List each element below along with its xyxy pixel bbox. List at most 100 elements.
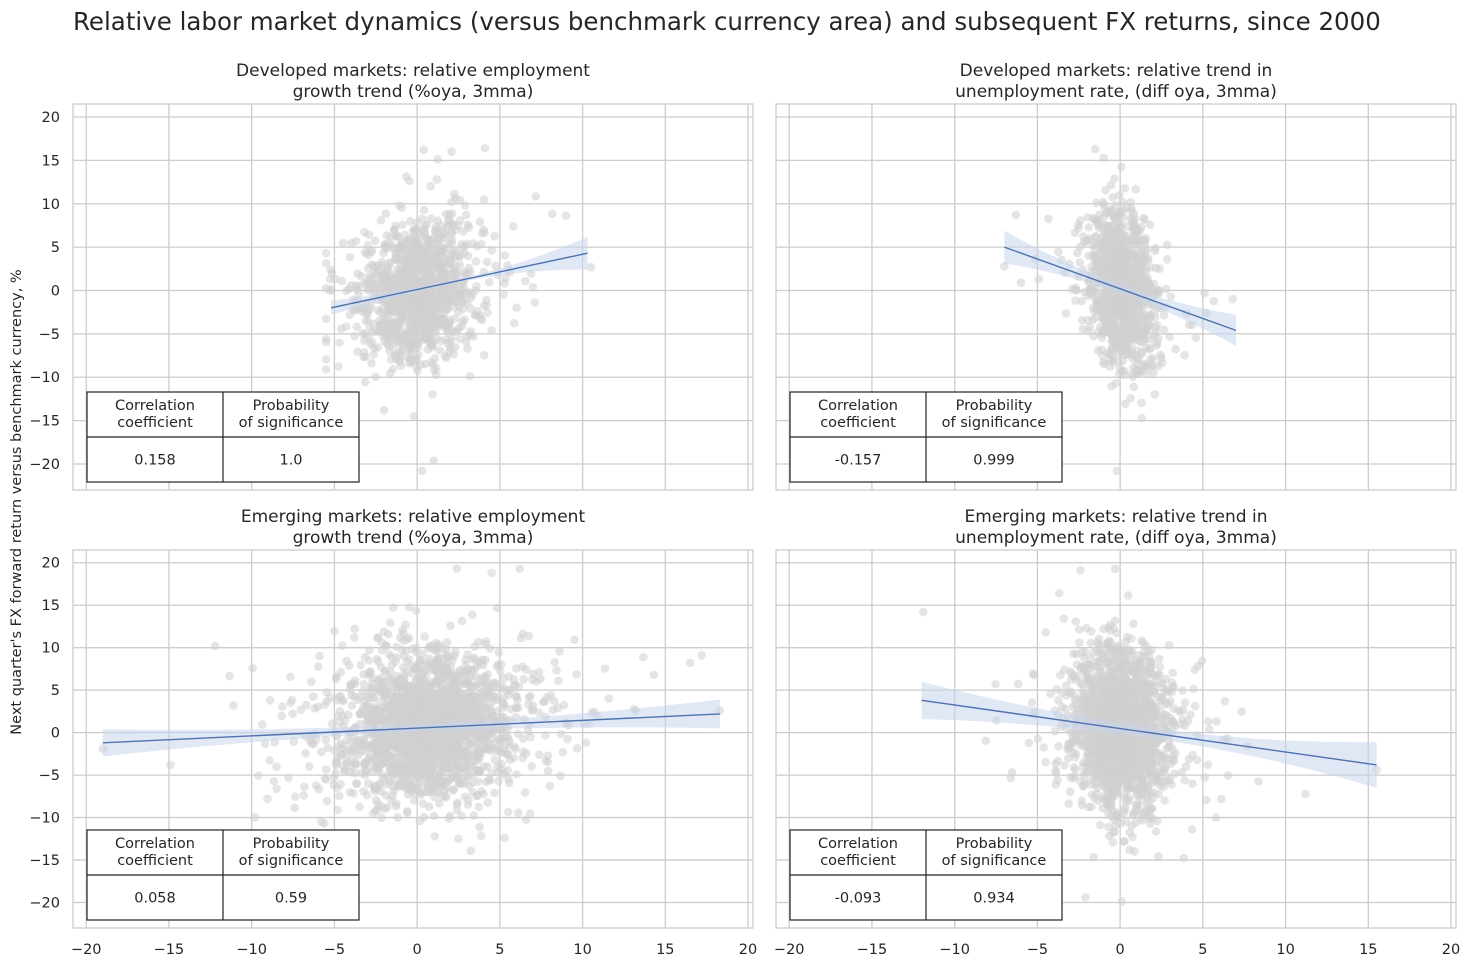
scatter-point — [370, 782, 380, 792]
scatter-point — [515, 564, 525, 573]
scatter-point — [437, 226, 447, 235]
scatter-point — [290, 803, 300, 813]
scatter-point — [536, 674, 545, 684]
scatter-point — [419, 301, 429, 310]
scatter-point — [1149, 279, 1159, 289]
scatter-point — [265, 695, 275, 705]
scatter-point — [417, 241, 427, 250]
scatter-point — [1096, 263, 1105, 272]
scatter-point — [480, 228, 489, 238]
scatter-point — [462, 678, 472, 688]
scatter-point — [534, 750, 544, 759]
scatter-point — [355, 802, 364, 812]
scatter-point — [512, 703, 521, 713]
scatter-point — [1054, 696, 1063, 705]
scatter-point — [395, 258, 405, 268]
scatter-point — [1039, 743, 1049, 752]
panel-title-line: Developed markets: relative trend in — [960, 61, 1273, 81]
scatter-point — [472, 281, 481, 291]
scatter-point — [1131, 311, 1141, 320]
scatter-point — [345, 685, 355, 695]
table-header: Correlation — [115, 398, 195, 414]
scatter-point — [368, 763, 378, 772]
panel-title-line: unemployment rate, (diff oya, 3mma) — [955, 528, 1277, 548]
scatter-point — [1091, 144, 1100, 154]
scatter-point — [334, 692, 344, 702]
scatter-point — [321, 355, 331, 364]
scatter-point — [1094, 306, 1104, 316]
scatter-point — [316, 747, 326, 757]
scatter-point — [404, 758, 413, 768]
scatter-point — [355, 719, 365, 729]
scatter-point — [1107, 329, 1117, 339]
scatter-point — [1124, 263, 1134, 273]
scatter-point — [415, 658, 425, 668]
scatter-point — [409, 795, 419, 805]
scatter-point — [363, 779, 373, 788]
scatter-point — [1105, 294, 1114, 303]
scatter-point — [531, 192, 541, 201]
scatter-point — [419, 740, 429, 750]
scatter-point — [458, 304, 468, 314]
scatter-point — [538, 697, 548, 707]
x-tick-label: −15 — [154, 942, 185, 958]
scatter-point — [527, 762, 537, 771]
x-tick-label: 10 — [573, 942, 591, 958]
panel-title-line: Emerging markets: relative trend in — [965, 507, 1268, 527]
scatter-point — [396, 361, 406, 371]
scatter-point — [412, 218, 422, 227]
scatter-point — [325, 274, 335, 284]
scatter-point — [475, 822, 484, 832]
scatter-point — [366, 687, 376, 696]
scatter-point — [1098, 250, 1108, 259]
scatter-point — [269, 776, 279, 786]
scatter-point — [345, 252, 355, 262]
scatter-point — [379, 405, 389, 415]
scatter-point — [487, 768, 497, 778]
scatter-point — [409, 412, 419, 421]
scatter-point — [367, 327, 377, 337]
scatter-point — [1139, 213, 1149, 223]
scatter-point — [373, 799, 383, 809]
scatter-point — [471, 257, 481, 266]
scatter-point — [1034, 274, 1044, 284]
scatter-point — [367, 739, 377, 749]
scatter-point — [350, 624, 360, 634]
scatter-point — [423, 247, 433, 257]
table-header: coefficient — [117, 853, 193, 869]
scatter-point — [401, 308, 410, 318]
scatter-point — [455, 748, 465, 757]
scatter-point — [1180, 350, 1189, 360]
scatter-point — [512, 769, 522, 779]
scatter-point — [311, 781, 321, 790]
scatter-point — [554, 676, 563, 686]
scatter-point — [321, 248, 331, 258]
scatter-point — [360, 747, 370, 756]
scatter-point — [356, 692, 365, 702]
scatter-point — [572, 670, 581, 679]
scatter-point — [1152, 338, 1162, 348]
scatter-point — [419, 205, 429, 215]
scatter-point — [1070, 228, 1080, 238]
scatter-point — [412, 323, 422, 333]
scatter-point — [497, 696, 506, 706]
scatter-point — [362, 278, 372, 288]
scatter-point — [1149, 331, 1159, 341]
figure-title: Relative labor market dynamics (versus b… — [73, 7, 1381, 36]
scatter-point — [320, 819, 329, 828]
scatter-point — [1079, 237, 1089, 247]
scatter-point — [399, 636, 408, 645]
scatter-point — [306, 677, 316, 687]
scatter-point — [388, 791, 397, 801]
scatter-point — [254, 771, 263, 780]
scatter-point — [351, 236, 361, 246]
scatter-point — [465, 706, 474, 716]
scatter-point — [1131, 184, 1141, 194]
scatter-point — [639, 652, 648, 662]
scatter-point — [443, 665, 453, 674]
scatter-point — [446, 259, 455, 268]
scatter-point — [480, 143, 490, 153]
y-tick-label: −20 — [29, 457, 60, 473]
scatter-point — [392, 799, 401, 808]
scatter-point — [1228, 294, 1237, 304]
